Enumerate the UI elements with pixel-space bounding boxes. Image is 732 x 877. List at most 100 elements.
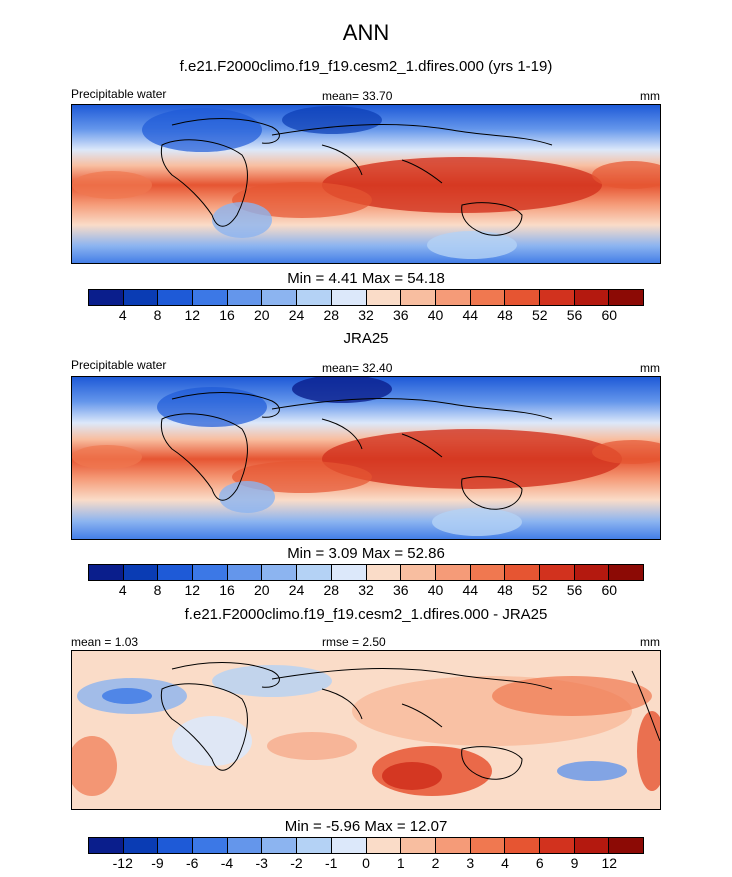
colorbar-swatch	[609, 565, 643, 580]
colorbar-swatch	[297, 838, 332, 853]
colorbar-swatch	[331, 838, 367, 853]
colorbar-tick-label: 24	[288, 582, 305, 598]
colorbar-tick-label: 12	[184, 307, 201, 323]
colorbar-tick-label: 56	[566, 582, 583, 598]
panel-3-units-label: mm	[640, 635, 660, 649]
colorbar-tick-label: 12	[601, 855, 618, 871]
colorbar-tick-label: -6	[186, 855, 199, 871]
colorbar-tick-label: 32	[358, 582, 374, 598]
colorbar-tick-label: 60	[601, 307, 618, 323]
colorbar-tick-label: 60	[601, 582, 618, 598]
colorbar-swatch	[609, 290, 643, 305]
colorbar-swatch	[158, 838, 194, 853]
colorbar-swatch	[262, 290, 298, 305]
colorbar-swatch	[262, 838, 298, 853]
colorbar-tick-label: 12	[184, 582, 201, 598]
colorbar-tick-label: 36	[392, 582, 409, 598]
colorbar-swatch	[227, 838, 263, 853]
colorbar-swatch	[123, 838, 159, 853]
colorbar-tick-label: -2	[290, 855, 303, 871]
colorbar-swatch	[366, 565, 402, 580]
colorbar-swatch	[470, 565, 506, 580]
colorbar-tick-label: -1	[325, 855, 338, 871]
colorbar-tick-label: 52	[531, 307, 548, 323]
colorbar-tick-label: -9	[151, 855, 164, 871]
colorbar-swatch	[470, 838, 506, 853]
panel-3-colorbar-ticks: -12 -9 -6 -4 -3 -2 -1 0 1 2 3 4 6 9 12	[88, 855, 644, 873]
colorbar-tick-label: 0	[362, 855, 370, 871]
colorbar-swatch	[539, 290, 575, 305]
colorbar-tick-label: 16	[219, 582, 235, 598]
panel-3-subtitle: f.e21.F2000climo.f19_f19.cesm2_1.dfires.…	[184, 606, 548, 623]
colorbar-tick-label: 20	[253, 307, 270, 323]
colorbar-tick-label: 8	[153, 307, 162, 323]
colorbar-swatch	[123, 565, 159, 580]
panel-1-mean-label: mean= 33.70	[322, 89, 393, 103]
colorbar-swatch	[470, 290, 506, 305]
colorbar-tick-label: 48	[497, 582, 513, 598]
colorbar-tick-label: 40	[427, 582, 444, 598]
colorbar-tick-label: 4	[501, 855, 509, 871]
colorbar-tick-label: -12	[112, 855, 133, 871]
colorbar-swatch	[262, 565, 298, 580]
colorbar-tick-label: 2	[431, 855, 440, 871]
panel-1-colorbar-ticks: 4 8 12 16 20 24 28 32 36 40 44 48 52 56 60	[88, 307, 644, 325]
colorbar-tick-label: 48	[497, 307, 513, 323]
colorbar-swatch	[401, 838, 436, 853]
colorbar-swatch	[227, 290, 263, 305]
colorbar-tick-label: 9	[570, 855, 579, 871]
panel-1-colorbar	[88, 289, 644, 306]
colorbar-tick-label: 6	[535, 855, 544, 871]
colorbar-swatch	[401, 565, 436, 580]
colorbar-swatch	[435, 565, 471, 580]
colorbar-swatch	[574, 838, 610, 853]
panel-3-mean-label: mean = 1.03	[71, 635, 139, 649]
panel-1-subtitle: f.e21.F2000climo.f19_f19.cesm2_1.dfires.…	[179, 58, 553, 75]
panel-3-colorbar	[88, 837, 644, 854]
panel-3-map	[71, 650, 661, 810]
colorbar-swatch	[123, 290, 159, 305]
colorbar-swatch	[193, 838, 228, 853]
colorbar-swatch	[366, 838, 402, 853]
colorbar-swatch	[435, 838, 471, 853]
colorbar-tick-label: 44	[462, 582, 479, 598]
colorbar-tick-label: 4	[118, 307, 127, 323]
colorbar-swatch	[89, 290, 124, 305]
colorbar-tick-label: 3	[466, 855, 475, 871]
colorbar-swatch	[89, 838, 124, 853]
colorbar-swatch	[193, 290, 228, 305]
colorbar-swatch	[505, 565, 540, 580]
colorbar-tick-label: 4	[118, 582, 127, 598]
colorbar-tick-label: -4	[220, 855, 234, 871]
colorbar-swatch	[574, 565, 610, 580]
colorbar-swatch	[539, 565, 575, 580]
colorbar-tick-label: 28	[323, 582, 340, 598]
colorbar-tick-label: 16	[219, 307, 235, 323]
colorbar-tick-label: 8	[153, 582, 162, 598]
colorbar-tick-label: 40	[427, 307, 444, 323]
colorbar-swatch	[609, 838, 643, 853]
panel-2-map	[71, 376, 661, 540]
panel-1-units-label: mm	[640, 89, 660, 103]
colorbar-tick-label: 36	[392, 307, 409, 323]
colorbar-swatch	[158, 290, 194, 305]
colorbar-swatch	[89, 565, 124, 580]
colorbar-swatch	[574, 290, 610, 305]
colorbar-swatch	[435, 290, 471, 305]
colorbar-tick-label: 28	[323, 307, 340, 323]
panel-1-left-label: Precipitable water	[71, 87, 167, 101]
panel-2-mean-label: mean= 32.40	[322, 361, 393, 375]
colorbar-tick-label: 1	[396, 855, 405, 871]
panel-1-minmax: Min = 4.41 Max = 54.18	[287, 270, 445, 287]
panel-2-minmax: Min = 3.09 Max = 52.86	[287, 545, 445, 562]
colorbar-swatch	[401, 290, 436, 305]
colorbar-tick-label: -3	[255, 855, 268, 871]
panel-3-rmse-label: rmse = 2.50	[322, 635, 386, 649]
colorbar-swatch	[297, 290, 332, 305]
panel-1-map	[71, 104, 661, 264]
colorbar-tick-label: 20	[253, 582, 270, 598]
colorbar-tick-label: 32	[358, 307, 374, 323]
colorbar-tick-label: 24	[288, 307, 305, 323]
colorbar-swatch	[227, 565, 263, 580]
panel-2-units-label: mm	[640, 361, 660, 375]
